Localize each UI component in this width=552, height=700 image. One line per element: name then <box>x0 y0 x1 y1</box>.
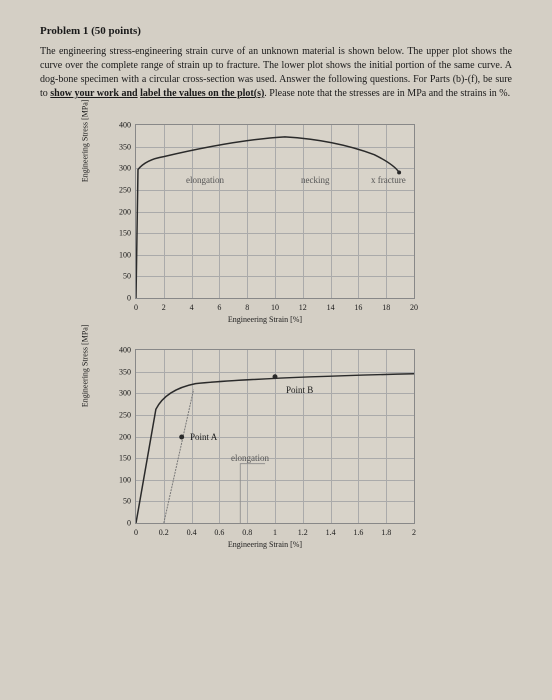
point-b-label: Point B <box>286 385 313 395</box>
y-tick: 350 <box>106 367 131 376</box>
plot-area-upper: 0 50 100 150 200 250 300 350 400 0 2 4 6… <box>135 124 415 299</box>
text-line: The engineering stress-engineering strai… <box>40 46 423 57</box>
x-tick: 18 <box>382 303 390 312</box>
stress-strain-curve-lower <box>136 350 414 523</box>
y-tick: 0 <box>106 519 131 528</box>
y-tick: 400 <box>106 121 131 130</box>
y-tick: 50 <box>106 497 131 506</box>
y-tick: 200 <box>106 207 131 216</box>
x-tick: 2 <box>412 528 416 537</box>
x-tick: 10 <box>271 303 279 312</box>
lower-chart: Engineering Stress [MPa] 0 50 100 150 20… <box>100 344 430 544</box>
lower-chart-container: Engineering Stress [MPa] 0 50 100 150 20… <box>100 344 512 544</box>
x-tick: 1.4 <box>326 528 336 537</box>
x-tick: 0.8 <box>242 528 252 537</box>
y-axis-title: Engineering Stress [MPa] <box>81 100 90 183</box>
x-tick: 0.2 <box>159 528 169 537</box>
y-tick: 200 <box>106 432 131 441</box>
x-tick: 1.6 <box>353 528 363 537</box>
annotation-elongation: elongation <box>186 175 224 185</box>
y-tick: 50 <box>106 272 131 281</box>
annotation-fracture: x fracture <box>371 175 406 185</box>
x-tick: 16 <box>354 303 362 312</box>
x-tick: 6 <box>217 303 221 312</box>
x-axis-title: Engineering Strain [%] <box>228 540 302 549</box>
upper-chart-container: Engineering Stress [MPa] 0 50 100 150 20… <box>100 119 512 319</box>
y-tick: 150 <box>106 229 131 238</box>
x-tick: 14 <box>327 303 335 312</box>
y-tick: 250 <box>106 410 131 419</box>
x-tick: 0 <box>134 303 138 312</box>
problem-header: Problem 1 (50 points) <box>40 25 512 37</box>
problem-statement: The engineering stress-engineering strai… <box>40 45 512 101</box>
underline-text: show your work and <box>50 88 137 99</box>
text-line: . Please note that the stresses are in M… <box>264 88 510 99</box>
x-tick: 1 <box>273 528 277 537</box>
x-axis-title: Engineering Strain [%] <box>228 315 302 324</box>
underline-text: label the values on the plot(s) <box>140 88 264 99</box>
y-tick: 250 <box>106 185 131 194</box>
y-tick: 150 <box>106 454 131 463</box>
y-tick: 350 <box>106 142 131 151</box>
point-a-label: Point A <box>190 432 217 442</box>
x-tick: 0 <box>134 528 138 537</box>
x-tick: 0.6 <box>214 528 224 537</box>
y-tick: 300 <box>106 389 131 398</box>
x-tick: 2 <box>162 303 166 312</box>
x-tick: 4 <box>190 303 194 312</box>
y-tick: 400 <box>106 346 131 355</box>
x-tick: 1.8 <box>381 528 391 537</box>
x-tick: 8 <box>245 303 249 312</box>
y-axis-title: Engineering Stress [MPa] <box>81 325 90 408</box>
y-tick: 0 <box>106 294 131 303</box>
upper-chart: Engineering Stress [MPa] 0 50 100 150 20… <box>100 119 430 319</box>
annotation-elongation-lower: elongation <box>231 453 269 463</box>
x-tick: 20 <box>410 303 418 312</box>
y-tick: 300 <box>106 164 131 173</box>
annotation-necking: necking <box>301 175 330 185</box>
stress-strain-curve-upper <box>136 125 414 298</box>
x-tick: 0.4 <box>187 528 197 537</box>
x-tick: 12 <box>299 303 307 312</box>
y-tick: 100 <box>106 250 131 259</box>
y-tick: 100 <box>106 475 131 484</box>
plot-area-lower: 0 50 100 150 200 250 300 350 400 0 0.2 0… <box>135 349 415 524</box>
x-tick: 1.2 <box>298 528 308 537</box>
